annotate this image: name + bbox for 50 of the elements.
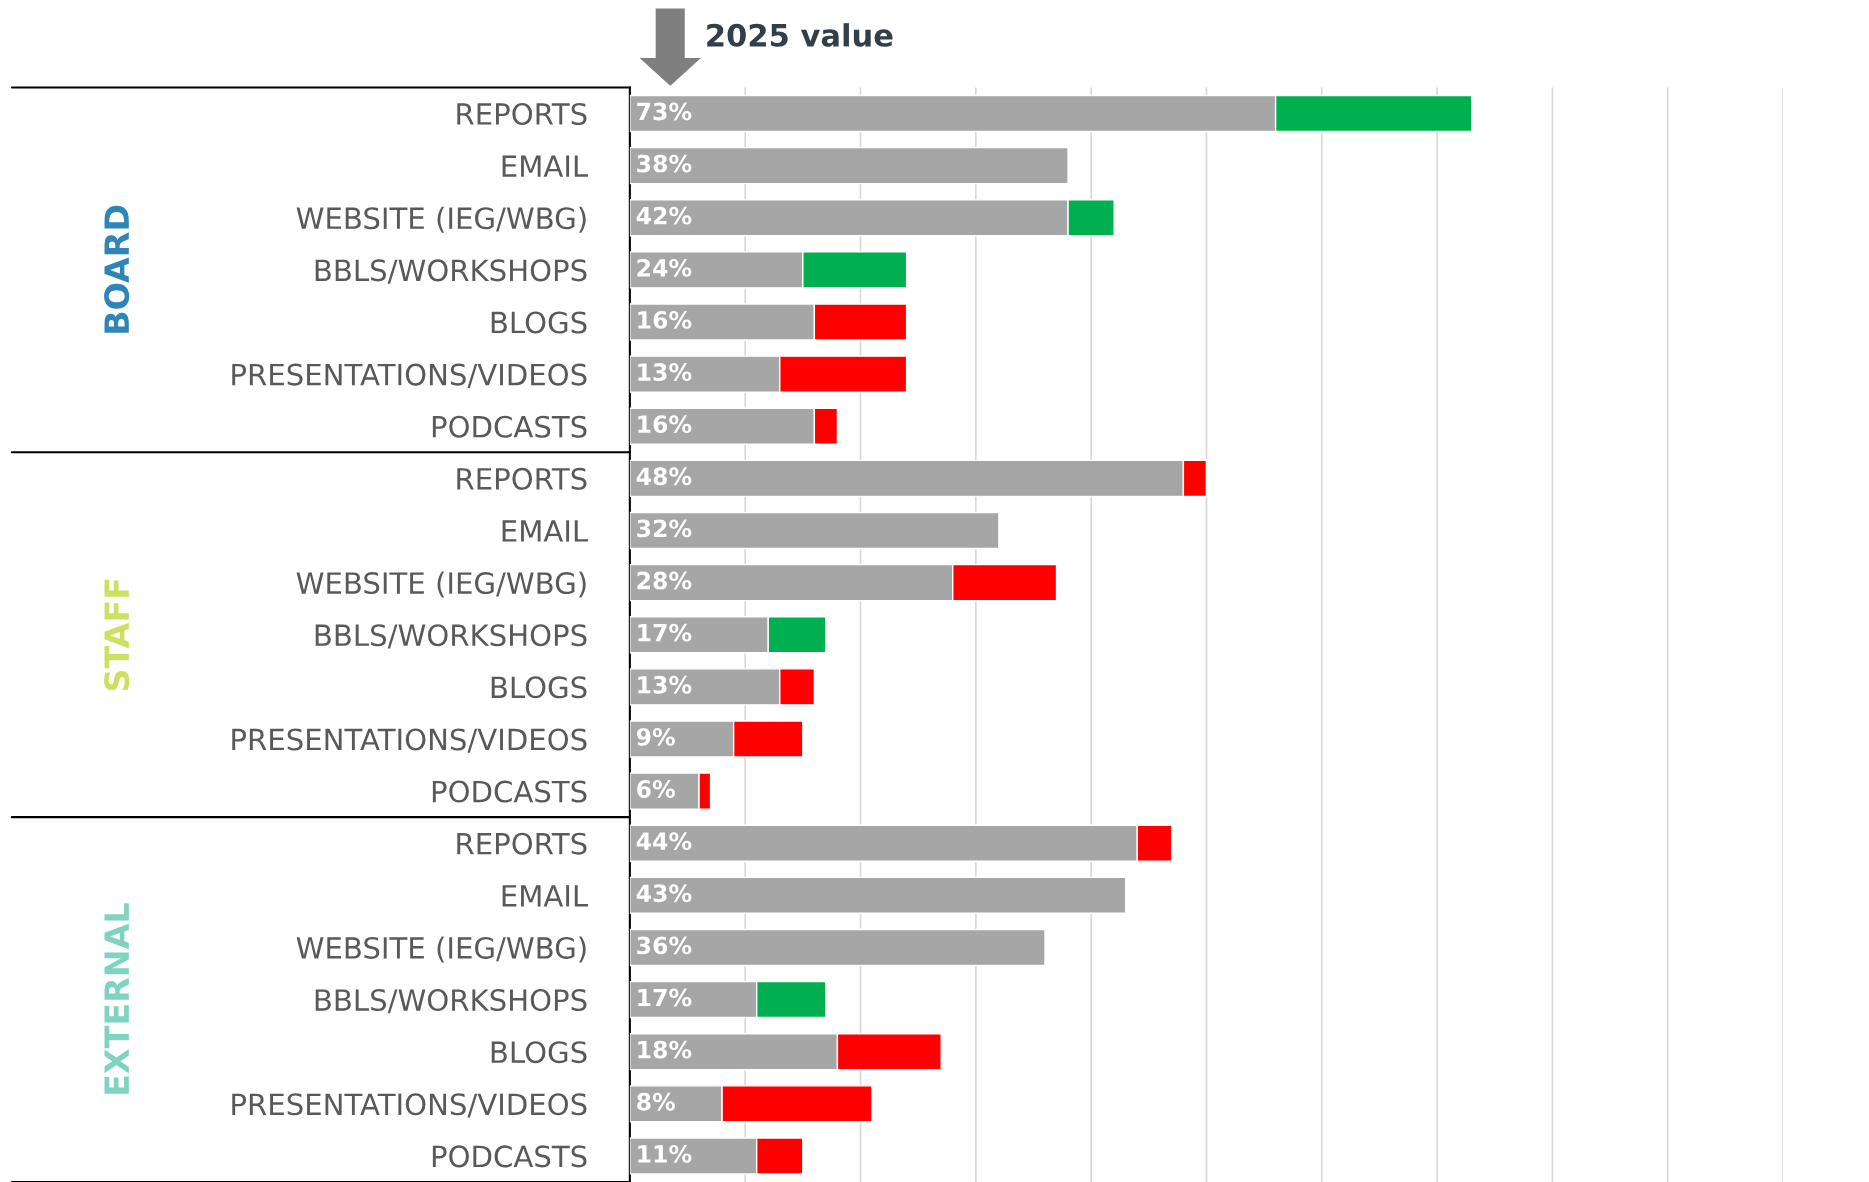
y-tick-label: PODCASTS — [432, 1145, 587, 1168]
data-label: 18% — [638, 1040, 692, 1059]
y-tick-label: WEBSITE (IEG/WBG) — [296, 571, 586, 598]
data-label: 16% — [638, 415, 692, 434]
data-label: 44% — [636, 832, 692, 851]
data-label: 9% — [636, 727, 675, 746]
y-tick-label: BLOGS — [491, 311, 587, 334]
y-tick-label: BLOGS — [491, 1041, 587, 1064]
data-label: 13% — [638, 675, 692, 694]
y-tick-label: EMAIL — [502, 885, 589, 907]
y-tick-label: BBLS/WORKSHOPS — [315, 259, 587, 284]
y-tick-label: REPORTS — [457, 467, 587, 490]
data-label: 8% — [637, 1092, 675, 1111]
y-tick-label: EMAIL — [502, 155, 589, 177]
y-tick-label: BLOGS — [491, 676, 587, 699]
y-tick-label: PRESENTATIONS/VIDEOS — [232, 1093, 587, 1118]
data-label: 6% — [637, 780, 675, 798]
text: STAFF — [104, 579, 130, 691]
y-tick-label: EMAIL — [502, 520, 589, 542]
bar — [629, 146, 1069, 185]
data-label: 16% — [638, 311, 692, 329]
y-tick-label: PODCASTS — [432, 780, 587, 803]
data-label: 28% — [637, 571, 692, 590]
y-tick-label: BBLS/WORKSHOPS — [315, 624, 587, 649]
bar — [629, 876, 1127, 915]
data-label: 11% — [638, 1144, 692, 1163]
data-label: 38% — [637, 154, 692, 173]
total-label: 24% — [637, 258, 692, 277]
total-label: 73% — [637, 102, 692, 121]
bar — [629, 511, 1000, 550]
y-tick-label: PODCASTS — [432, 415, 587, 438]
y-tick-label: REPORTS — [457, 102, 587, 126]
y-tick-label: PRESENTATIONS/VIDEOS — [232, 363, 587, 388]
text: 2025 value — [707, 23, 893, 47]
bar — [629, 928, 1046, 967]
data-label: 13% — [638, 363, 692, 381]
y-tick-label: REPORTS — [457, 832, 587, 855]
text: EXTERNAL — [104, 903, 129, 1094]
data-label: 48% — [636, 467, 692, 486]
data-label: 36% — [637, 936, 692, 955]
text: BOARD — [104, 205, 130, 333]
total-label: 17% — [638, 623, 692, 642]
y-tick-label: PRESENTATIONS/VIDEOS — [232, 728, 587, 753]
data-label: 32% — [637, 519, 692, 538]
total-label: 17% — [638, 988, 692, 1007]
y-tick-label: WEBSITE (IEG/WBG) — [296, 206, 586, 233]
y-tick-label: BBLS/WORKSHOPS — [315, 989, 587, 1014]
y-tick-label: WEBSITE (IEG/WBG) — [296, 936, 586, 963]
total-label: 42% — [636, 206, 692, 225]
data-label: 43% — [636, 884, 692, 903]
